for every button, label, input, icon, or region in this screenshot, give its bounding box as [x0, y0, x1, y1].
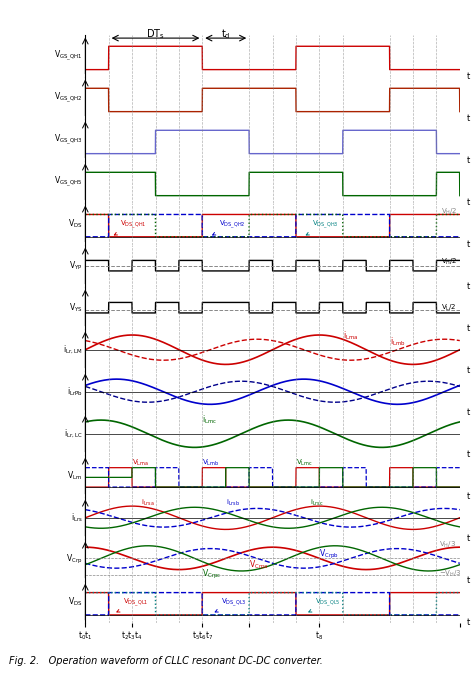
Text: t: t [467, 576, 470, 585]
Y-axis label: $V_{GS\_QH3}$: $V_{GS\_QH3}$ [54, 132, 82, 147]
Text: t: t [467, 408, 470, 417]
Text: $V_{DS\_QL1}$: $V_{DS\_QL1}$ [117, 597, 148, 612]
Text: Fig. 2.   Operation waveform of CLLC resonant DC-DC converter.: Fig. 2. Operation waveform of CLLC reson… [9, 656, 323, 666]
Y-axis label: $V_{YP}$: $V_{YP}$ [69, 260, 82, 272]
Y-axis label: $V_{GS\_QH2}$: $V_{GS\_QH2}$ [54, 91, 82, 105]
Y-axis label: $V_{DS}$: $V_{DS}$ [68, 217, 82, 230]
Text: t: t [467, 282, 470, 291]
Text: $t_d$: $t_d$ [221, 28, 231, 42]
Text: $DT_s$: $DT_s$ [146, 28, 165, 42]
Text: t: t [467, 366, 470, 375]
Text: $V_{Lmc}$: $V_{Lmc}$ [296, 458, 313, 468]
Text: $i_{Lrsb}$: $i_{Lrsb}$ [226, 498, 240, 508]
Text: $V_{Lmb}$: $V_{Lmb}$ [202, 458, 219, 468]
Text: $V_{Crpa}$: $V_{Crpa}$ [249, 558, 269, 572]
Y-axis label: $V_{DS}$: $V_{DS}$ [68, 596, 82, 608]
Text: t: t [467, 492, 470, 501]
Y-axis label: $V_{Crp}$: $V_{Crp}$ [66, 553, 82, 566]
Text: t: t [467, 534, 470, 543]
Y-axis label: $i_{Lr,LM}$: $i_{Lr,LM}$ [64, 343, 82, 356]
Y-axis label: $i_{LrPb}$: $i_{LrPb}$ [67, 385, 82, 398]
Y-axis label: $i_{Lr,LC}$: $i_{Lr,LC}$ [64, 428, 82, 440]
Text: t: t [467, 240, 470, 249]
Text: $-V_H/3$: $-V_H/3$ [439, 569, 462, 579]
Text: $V_{DS\_QL3}$: $V_{DS\_QL3}$ [215, 597, 246, 612]
Text: $V_{Lma}$: $V_{Lma}$ [132, 458, 149, 468]
Text: $V_{Crpc}$: $V_{Crpc}$ [202, 568, 221, 581]
Text: $V_{DS\_QH1}$: $V_{DS\_QH1}$ [114, 219, 147, 235]
Y-axis label: $V_{Lm}$: $V_{Lm}$ [67, 469, 82, 482]
Text: $i_{Lmb}$: $i_{Lmb}$ [390, 336, 405, 348]
Text: t: t [467, 618, 470, 628]
Text: $V_H/2$: $V_H/2$ [441, 257, 457, 267]
Text: t: t [467, 198, 470, 207]
Text: $i_{Lrsc}$: $i_{Lrsc}$ [310, 498, 324, 508]
Text: $V_{DS\_QH2}$: $V_{DS\_QH2}$ [213, 219, 245, 235]
Y-axis label: $V_{GS\_QH5}$: $V_{GS\_QH5}$ [54, 174, 82, 189]
Y-axis label: $V_{GS\_QH1}$: $V_{GS\_QH1}$ [54, 48, 82, 63]
Text: $i_{Lrsa}$: $i_{Lrsa}$ [141, 498, 155, 508]
Y-axis label: $i_{Lrs}$: $i_{Lrs}$ [71, 511, 82, 524]
Text: $V_{DS\_QH3}$: $V_{DS\_QH3}$ [306, 219, 339, 235]
Y-axis label: $V_{YS}$: $V_{YS}$ [69, 302, 82, 314]
Text: t: t [467, 324, 470, 334]
Text: $V_{Crpb}$: $V_{Crpb}$ [319, 548, 339, 561]
Text: t: t [467, 156, 470, 165]
Text: $i_{Lma}$: $i_{Lma}$ [343, 329, 358, 342]
Text: t: t [467, 72, 470, 81]
Text: $V_H/3$: $V_H/3$ [439, 540, 456, 550]
Text: $V_{H}/2$: $V_{H}/2$ [441, 207, 457, 217]
Text: $V_L/2$: $V_L/2$ [441, 303, 456, 313]
Text: $V_{DS\_QL5}$: $V_{DS\_QL5}$ [309, 597, 340, 612]
Text: $i_{Lmc}$: $i_{Lmc}$ [202, 413, 217, 426]
Text: t: t [467, 450, 470, 459]
Text: t: t [467, 114, 470, 123]
